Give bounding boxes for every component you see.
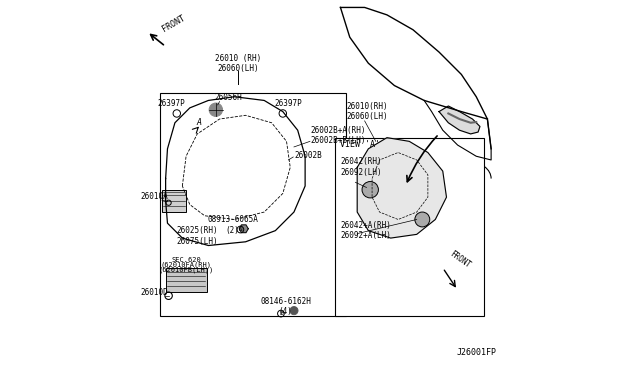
Circle shape: [415, 212, 429, 227]
Text: 26002B: 26002B: [294, 151, 322, 160]
Text: 08913-6065A
(2): 08913-6065A (2): [207, 215, 258, 234]
Text: VIEW 'A': VIEW 'A': [340, 140, 380, 149]
Bar: [166, 268, 207, 292]
Circle shape: [209, 103, 223, 116]
Bar: [160, 93, 346, 316]
Text: A: A: [196, 118, 202, 126]
Text: (62010FA(RH): (62010FA(RH): [161, 262, 212, 268]
Text: 08146-6162H
(4): 08146-6162H (4): [260, 297, 311, 316]
Text: 26042(RH)
26092(LH): 26042(RH) 26092(LH): [340, 157, 382, 177]
Text: 26010(RH)
26060(LH): 26010(RH) 26060(LH): [346, 102, 388, 121]
Text: (62010FB(LH)): (62010FB(LH)): [159, 266, 214, 273]
Text: N: N: [239, 227, 243, 232]
Bar: [162, 190, 186, 212]
Text: 26010A: 26010A: [141, 192, 168, 201]
Text: B: B: [279, 311, 283, 316]
Text: 26397P: 26397P: [157, 99, 185, 108]
Polygon shape: [239, 225, 248, 232]
Text: J26001FP: J26001FP: [457, 348, 497, 357]
Text: 26042+A(RH)
26092+A(LH): 26042+A(RH) 26092+A(LH): [340, 221, 391, 240]
Text: 26025(RH)
26075(LH): 26025(RH) 26075(LH): [177, 226, 218, 246]
Bar: [335, 138, 484, 316]
Text: FRONT: FRONT: [161, 13, 187, 33]
Text: 26010D: 26010D: [141, 288, 168, 296]
Polygon shape: [439, 106, 480, 134]
Circle shape: [290, 307, 298, 315]
Text: 26397P: 26397P: [275, 99, 302, 108]
Text: 26056H: 26056H: [214, 93, 242, 102]
Polygon shape: [357, 138, 447, 238]
Text: 26002B+A(RH)
26002B+B(LH): 26002B+A(RH) 26002B+B(LH): [310, 126, 366, 145]
Text: SEC.620: SEC.620: [172, 257, 201, 263]
Text: FRONT: FRONT: [449, 249, 472, 270]
Text: 26010 (RH)
26060(LH): 26010 (RH) 26060(LH): [215, 54, 261, 73]
Circle shape: [362, 182, 378, 198]
